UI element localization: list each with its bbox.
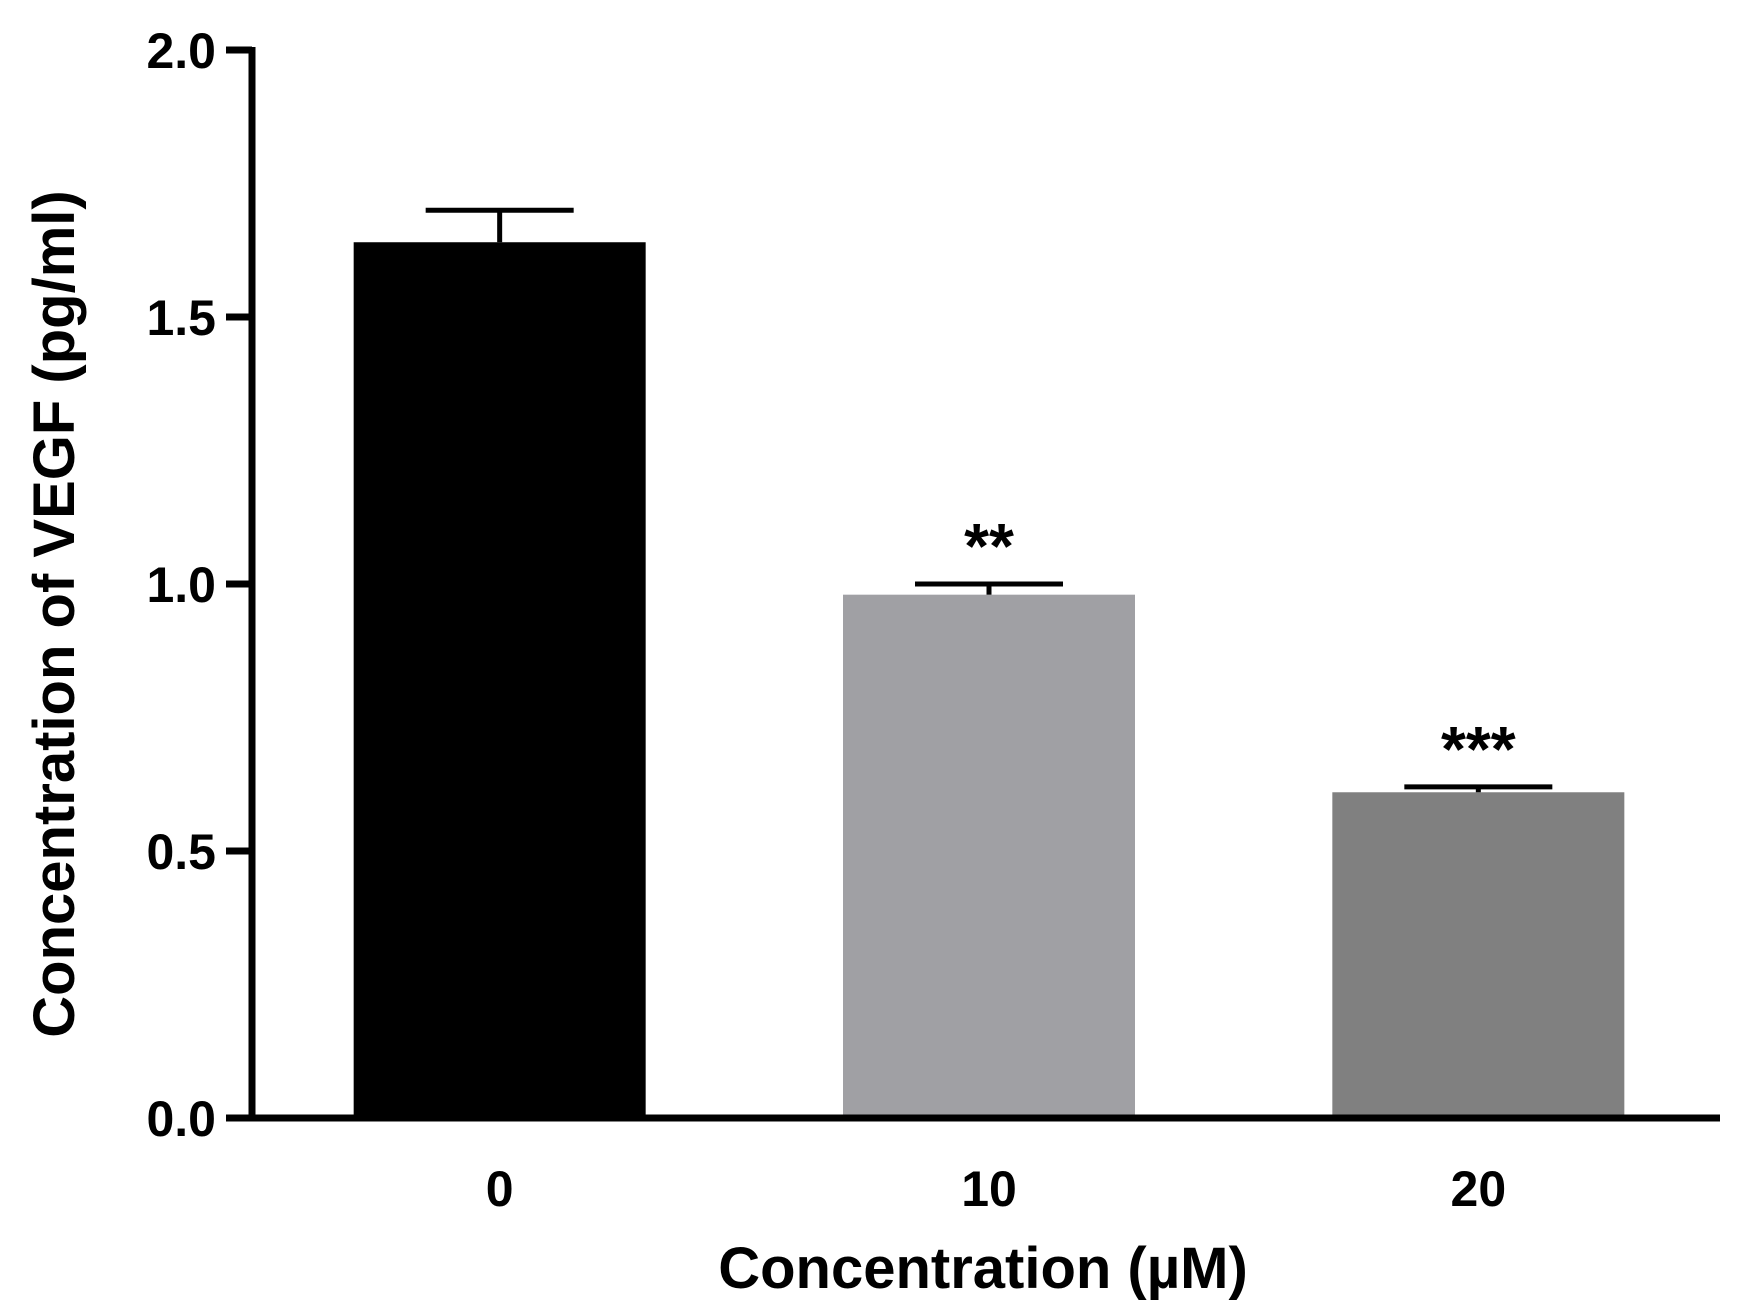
- error-bars-group: [425, 207, 1553, 793]
- y-axis-title: Concentration of VEGF (pg/ml): [22, 190, 87, 1037]
- bar: [353, 242, 646, 1119]
- bar: [1332, 792, 1625, 1118]
- x-tick-label: 20: [1451, 1161, 1507, 1217]
- bars-group: [353, 242, 1625, 1119]
- y-axis-ticks: 0.0 0.5 1.0 1.5 2.0: [146, 23, 252, 1147]
- y-tick-label: 2.0: [146, 23, 216, 79]
- bar: [843, 594, 1135, 1118]
- significance-group: *****: [964, 510, 1516, 785]
- x-axis-ticks: 0 10 20: [486, 1161, 1506, 1217]
- y-tick-label: 0.5: [146, 824, 216, 880]
- y-tick-label: 0.0: [146, 1091, 216, 1147]
- y-tick-label: 1.0: [146, 557, 216, 613]
- significance-label: **: [964, 510, 1014, 582]
- x-tick-label: 10: [961, 1161, 1017, 1217]
- y-tick-label: 1.5: [146, 290, 216, 346]
- x-tick-label: 0: [486, 1161, 514, 1217]
- x-axis-title: Concentration (µM): [718, 1236, 1248, 1301]
- significance-label: ***: [1441, 713, 1516, 785]
